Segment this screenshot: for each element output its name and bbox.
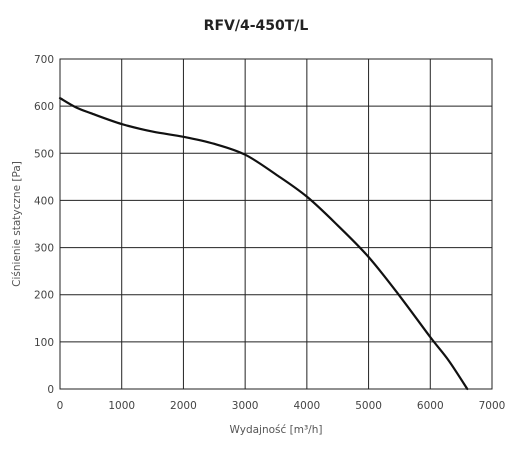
x-tick-label: 4000 xyxy=(293,400,320,412)
x-axis-label: Wydajność [m³/h] xyxy=(230,424,323,436)
plot-frame xyxy=(59,58,493,390)
chart-title: RFV/4-450T/L xyxy=(204,18,309,34)
x-tick-label: 7000 xyxy=(479,400,506,412)
tick-labels: 0 1000 2000 3000 4000 5000 6000 7000 0 100 200 300 4… xyxy=(34,54,505,412)
grid xyxy=(59,58,493,390)
y-tick-label: 100 xyxy=(34,337,54,349)
y-tick-label: 400 xyxy=(34,195,54,207)
y-tick-label: 200 xyxy=(34,290,54,302)
x-tick-label: 2000 xyxy=(170,400,197,412)
x-tick-label: 0 xyxy=(57,400,64,412)
x-tick-label: 6000 xyxy=(417,400,444,412)
y-tick-label: 300 xyxy=(34,243,54,255)
x-tick-label: 1000 xyxy=(108,400,135,412)
x-tick-label: 5000 xyxy=(355,400,382,412)
y-tick-label: 700 xyxy=(34,54,54,66)
series-layer xyxy=(58,97,469,391)
y-axis-label: Ciśnienie statyczne [Pa] xyxy=(11,161,23,287)
series-line xyxy=(58,97,469,391)
y-tick-label: 0 xyxy=(47,384,54,396)
x-tick-label: 3000 xyxy=(232,400,259,412)
y-tick-label: 500 xyxy=(34,148,54,160)
y-tick-label: 600 xyxy=(34,101,54,113)
